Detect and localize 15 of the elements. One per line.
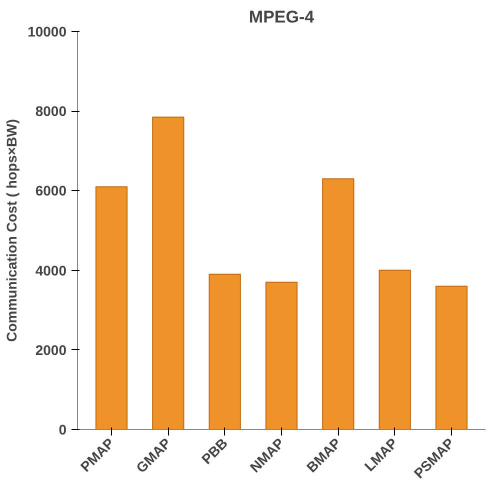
y-axis-title: Communication Cost ( hops×BW) (4, 119, 20, 342)
bar (95, 186, 128, 430)
chart-title: MPEG-4 (248, 8, 315, 26)
y-tick-label: 4000 (35, 262, 67, 278)
bar (378, 270, 411, 430)
y-tick-label: 6000 (35, 182, 67, 199)
bar (322, 178, 354, 430)
y-tick-label: 10000 (28, 24, 67, 40)
y-tick-label: 2000 (35, 342, 67, 358)
bar (208, 274, 241, 430)
bar (152, 116, 184, 430)
y-tick-label: 8000 (35, 103, 67, 120)
bar (435, 286, 468, 430)
bar (265, 282, 298, 430)
y-tick-label: 0 (58, 422, 67, 438)
